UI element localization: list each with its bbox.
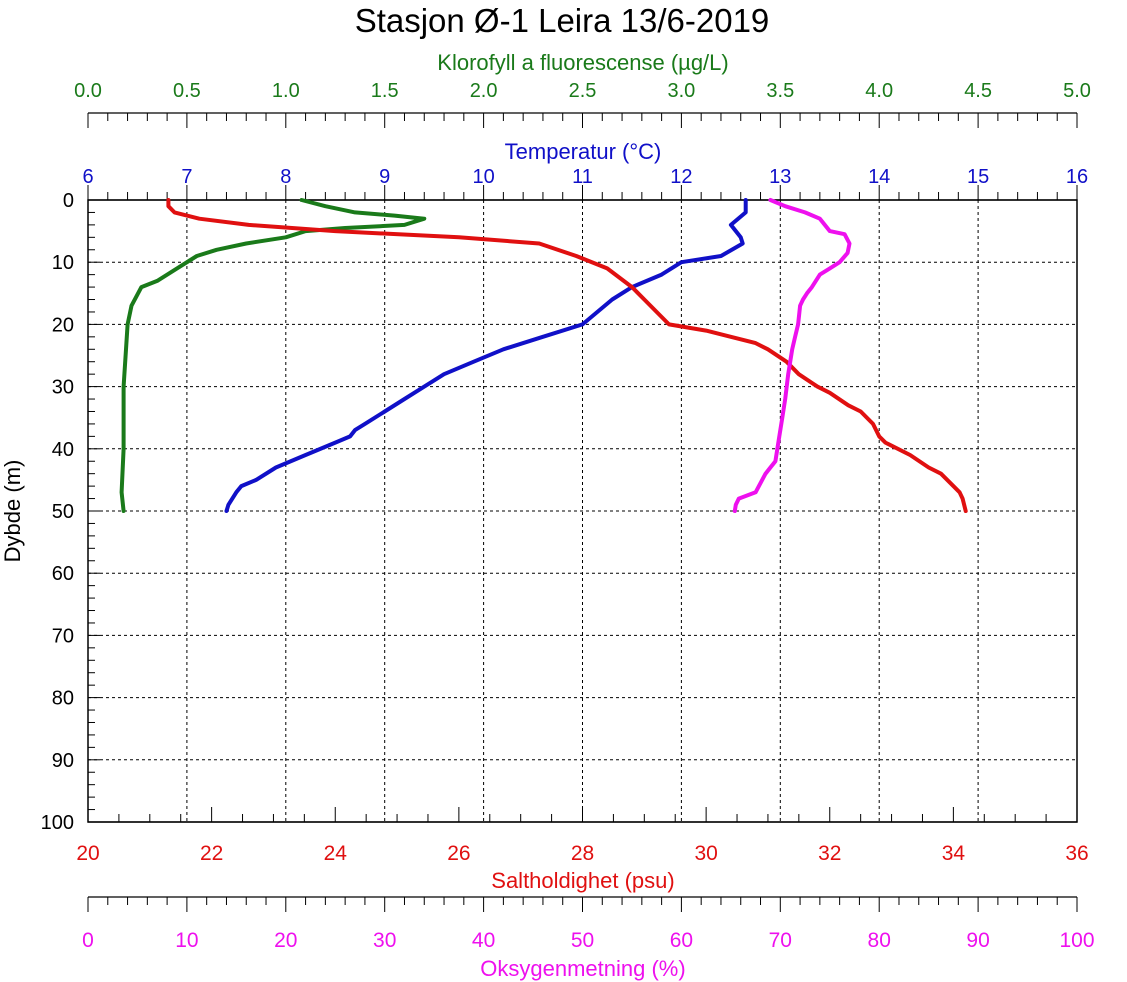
salinity-tick-label: 22: [200, 842, 223, 865]
oxygen-tick-label: 70: [769, 929, 792, 952]
depth-axis-label: Dybde (m): [0, 460, 25, 563]
depth-tick-label: 60: [52, 563, 74, 585]
depth-tick-label: 100: [41, 812, 74, 834]
depth-tick-label: 90: [52, 750, 74, 772]
oxygen-tick-label: 0: [82, 929, 94, 952]
chlorophyll-tick-label: 4.0: [865, 80, 893, 102]
temperature-profile-line: [224, 198, 748, 513]
temperature-axis-label: Temperatur (°C): [505, 139, 662, 164]
salinity-tick-label: 26: [447, 842, 470, 865]
salinity-tick-label: 34: [942, 842, 966, 865]
oxygen-tick-label: 10: [175, 929, 198, 952]
chlorophyll-tick-label: 2.5: [569, 80, 597, 102]
chlorophyll-tick-label: 2.0: [470, 80, 498, 102]
salinity-tick-label: 28: [571, 842, 594, 865]
depth-tick-label: 40: [52, 439, 74, 461]
chart-title: Stasjon Ø-1 Leira 13/6-2019: [355, 2, 770, 39]
grid: [88, 200, 1077, 822]
temperature-tick-label: 13: [769, 166, 791, 188]
chlorophyll-tick-label: 0.5: [173, 80, 201, 102]
depth-tick-label: 70: [52, 625, 74, 647]
depth-tick-label: 0: [63, 190, 74, 212]
temperature-tick-label: 11: [572, 166, 593, 188]
oxygen-axis-label: Oksygenmetning (%): [480, 956, 685, 981]
oxygen-tick-label: 80: [868, 929, 891, 952]
chlorophyll-profile-line: [119, 198, 427, 513]
depth-tick-label: 30: [52, 377, 74, 399]
chlorophyll-axis-label: Klorofyll a fluorescense (µg/L): [437, 50, 728, 75]
temperature-tick-label: 6: [82, 166, 93, 188]
temperature-tick-label: 15: [967, 166, 989, 188]
oxygen-tick-label: 100: [1059, 929, 1094, 952]
temperature-tick-label: 10: [472, 166, 494, 188]
chlorophyll-tick-label: 5.0: [1063, 80, 1091, 102]
series: [119, 198, 968, 513]
salinity-tick-label: 36: [1065, 842, 1088, 865]
salinity-tick-label: 24: [324, 842, 348, 865]
oxygen-tick-label: 20: [274, 929, 297, 952]
depth-tick-label: 80: [52, 688, 74, 710]
chlorophyll-tick-label: 3.5: [766, 80, 794, 102]
temperature-tick-label: 12: [670, 166, 692, 188]
temperature-tick-label: 7: [181, 166, 192, 188]
oxygen-profile-line: [732, 198, 852, 513]
chlorophyll-tick-label: 4.5: [964, 80, 992, 102]
chlorophyll-tick-label: 1.5: [371, 80, 399, 102]
depth-tick-label: 50: [52, 501, 74, 523]
depth-tick-label: 10: [52, 252, 74, 274]
oxygen-tick-label: 60: [670, 929, 693, 952]
oxygen-tick-label: 40: [472, 929, 495, 952]
temperature-tick-label: 14: [868, 166, 890, 188]
oxygen-tick-label: 30: [373, 929, 396, 952]
chlorophyll-tick-label: 0.0: [74, 80, 102, 102]
oxygen-tick-label: 50: [571, 929, 594, 952]
chlorophyll-tick-label: 1.0: [272, 80, 300, 102]
salinity-profile-line: [166, 198, 968, 513]
salinity-tick-label: 32: [818, 842, 841, 865]
depth-tick-label: 20: [52, 314, 74, 336]
oxygen-tick-label: 90: [966, 929, 989, 952]
salinity-tick-label: 30: [694, 842, 717, 865]
salinity-axis-label: Saltholdighet (psu): [491, 868, 674, 893]
chlorophyll-tick-label: 3.0: [667, 80, 695, 102]
temperature-tick-label: 8: [280, 166, 291, 188]
salinity-tick-label: 20: [76, 842, 99, 865]
temperature-tick-label: 9: [379, 166, 390, 188]
temperature-tick-label: 16: [1066, 166, 1088, 188]
